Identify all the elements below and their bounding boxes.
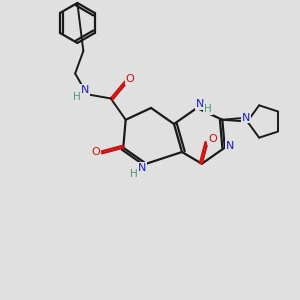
Text: N: N	[196, 99, 204, 109]
Text: H: H	[204, 104, 212, 114]
Text: N: N	[242, 112, 250, 122]
Text: N: N	[81, 85, 89, 95]
Text: O: O	[92, 147, 100, 158]
Text: N: N	[226, 141, 234, 151]
Text: N: N	[138, 163, 146, 173]
Text: H: H	[73, 92, 81, 102]
Text: O: O	[208, 134, 217, 145]
Text: O: O	[125, 74, 134, 84]
Text: H: H	[130, 169, 138, 179]
